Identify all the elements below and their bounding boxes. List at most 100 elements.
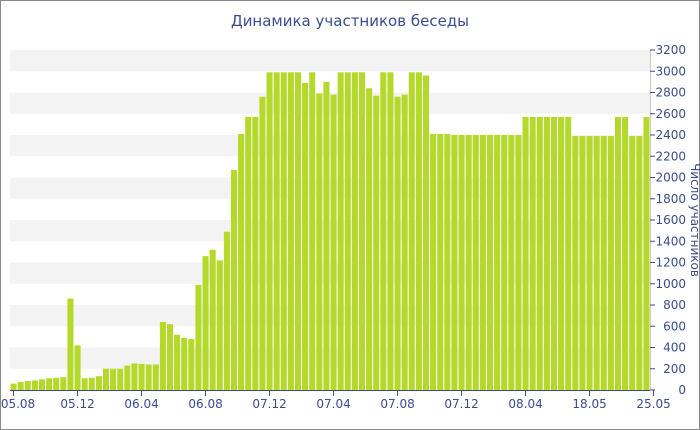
bar [230, 170, 238, 390]
bar [586, 136, 593, 390]
bar [401, 94, 408, 390]
x-tick-label: 18.05 [572, 397, 606, 411]
bar [351, 72, 358, 390]
bar [174, 334, 181, 390]
bar [309, 72, 316, 390]
y-tick-label: 1200 [655, 256, 686, 270]
y-axis-label: Число участников [688, 163, 700, 277]
bar [202, 256, 209, 390]
y-tick-label: 1000 [655, 277, 686, 291]
bar [344, 72, 351, 390]
y-tick-label: 2200 [655, 149, 686, 163]
bar [572, 136, 579, 390]
bar [358, 72, 366, 390]
bar [95, 376, 102, 390]
bar [501, 135, 508, 390]
bar [494, 135, 501, 390]
y-tick-label: 800 [663, 298, 686, 312]
bar [600, 136, 607, 390]
bar [131, 363, 138, 390]
bar [316, 93, 323, 390]
bar [444, 133, 451, 390]
bar [543, 116, 550, 390]
bar-series [10, 72, 650, 390]
bar [515, 135, 522, 390]
bar [38, 379, 46, 390]
x-tick-label: 06.04 [124, 397, 158, 411]
bar [323, 81, 330, 390]
bar [629, 136, 636, 390]
y-tick-label: 3000 [655, 64, 686, 78]
bar [366, 88, 373, 390]
bar [152, 364, 159, 390]
bar [536, 116, 543, 390]
bar [607, 136, 614, 390]
bar [373, 95, 380, 390]
bar [102, 368, 110, 390]
bar [110, 368, 117, 390]
bar [60, 377, 67, 390]
bar [550, 116, 558, 390]
x-tick-label: 05.12 [60, 397, 94, 411]
bar [380, 72, 387, 390]
y-tick-label: 200 [663, 362, 686, 376]
bar [294, 72, 302, 390]
bar [81, 378, 88, 390]
bar [529, 116, 536, 390]
bar [238, 133, 245, 390]
bar [415, 72, 422, 390]
bar [138, 363, 145, 390]
bar [636, 136, 643, 390]
bar [437, 133, 444, 390]
bar [394, 96, 401, 390]
bar [408, 72, 415, 390]
y-tick-label: 2000 [655, 171, 686, 185]
grid-band [10, 92, 650, 114]
y-tick-label: 400 [663, 341, 686, 355]
bar [259, 96, 266, 390]
bar [465, 135, 472, 390]
bar [458, 135, 465, 390]
y-tick-label: 1800 [655, 192, 686, 206]
bar [579, 136, 586, 390]
bar [643, 116, 650, 390]
bar [593, 136, 600, 390]
bar [472, 135, 479, 390]
bar [67, 298, 74, 390]
x-axis-ticks: 05.08 05.12 06.04 06.08 07.12 07.04 07.08 07.12… [1, 390, 671, 411]
bar [387, 72, 394, 390]
y-tick-label: 1400 [655, 234, 686, 248]
bar [508, 135, 515, 390]
grid-band [10, 50, 650, 72]
bar [558, 116, 565, 390]
bar [159, 322, 166, 390]
y-tick-label: 2600 [655, 107, 686, 121]
bar [245, 116, 252, 390]
bar [287, 72, 294, 390]
bar [451, 135, 458, 390]
bar [24, 380, 31, 390]
bar [479, 135, 486, 390]
bar [145, 364, 152, 390]
y-tick-label: 2800 [655, 86, 686, 100]
bar [622, 116, 629, 390]
y-tick-label: 3200 [655, 43, 686, 57]
y-axis-ticks: 0 200 400 600 800 1000 1200 1400 1600 1800 2000 220… [650, 43, 686, 397]
bar [124, 365, 131, 390]
bar [422, 75, 430, 390]
bar [88, 377, 95, 390]
bar [166, 324, 174, 390]
bar [10, 383, 17, 390]
x-tick-label: 05.08 [1, 397, 35, 411]
bar [273, 72, 280, 390]
x-tick-label: 06.08 [188, 397, 222, 411]
x-tick-label: 25.05 [636, 397, 670, 411]
bar [266, 72, 273, 390]
y-tick-label: 1600 [655, 213, 686, 227]
y-tick-label: 2400 [655, 128, 686, 142]
bar [330, 94, 337, 390]
x-tick-label: 07.12 [252, 397, 286, 411]
bar [17, 382, 24, 390]
bar [252, 116, 259, 390]
